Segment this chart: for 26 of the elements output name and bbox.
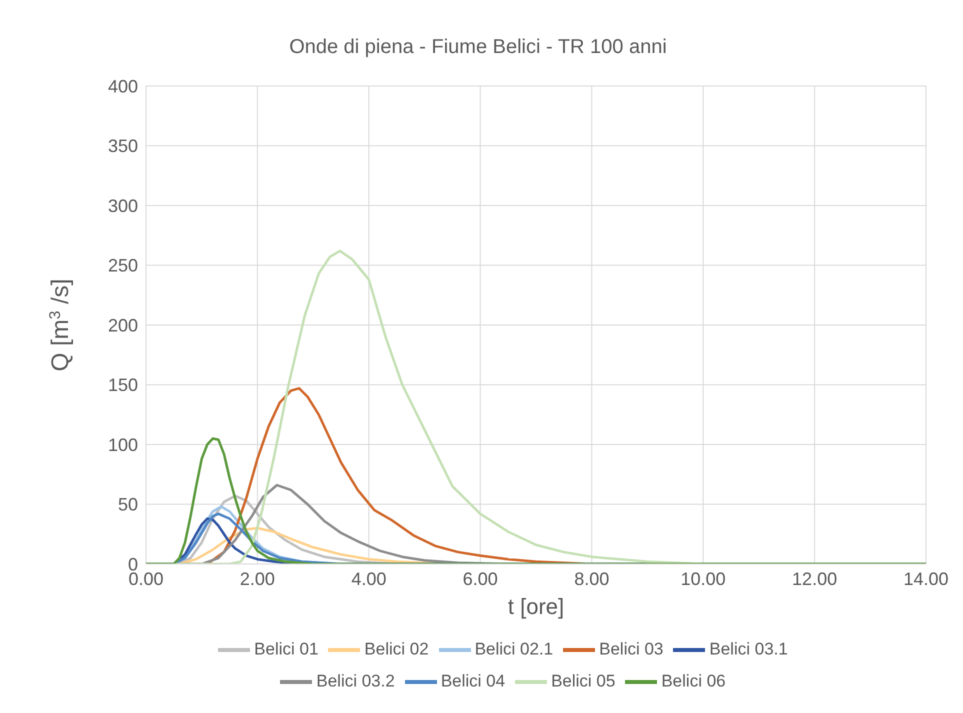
x-tick-label: 6.00 bbox=[462, 568, 498, 589]
legend-label: Belici 04 bbox=[440, 671, 506, 690]
y-tick-label: 300 bbox=[108, 196, 138, 216]
legend-label: Belici 06 bbox=[661, 671, 726, 690]
y-tick-label: 350 bbox=[108, 136, 138, 156]
x-tick-label: 10.00 bbox=[680, 568, 726, 589]
legend-label: Belici 03 bbox=[599, 639, 664, 658]
legend-label: Belici 05 bbox=[551, 671, 616, 690]
x-axis-title: t [ore] bbox=[508, 594, 564, 619]
y-tick-label: 400 bbox=[108, 76, 138, 96]
y-tick-label: 100 bbox=[108, 434, 138, 455]
y-tick-label: 200 bbox=[108, 315, 138, 336]
legend-label: Belici 02 bbox=[364, 639, 429, 658]
x-tick-label: 2.00 bbox=[240, 568, 275, 589]
y-tick-label: 250 bbox=[108, 256, 138, 276]
y-tick-label: 50 bbox=[118, 494, 138, 515]
x-tick-label: 8.00 bbox=[574, 568, 610, 589]
legend-label: Belici 03.2 bbox=[316, 671, 395, 690]
y-tick-label: 150 bbox=[108, 375, 138, 396]
legend-label: Belici 02.1 bbox=[474, 639, 554, 658]
x-tick-label: 14.00 bbox=[903, 568, 949, 589]
chart-title: Onde di piena - Fiume Belici - TR 100 anni bbox=[288, 36, 668, 59]
legend-label: Belici 01 bbox=[254, 639, 318, 658]
legend-label: Belici 03.1 bbox=[709, 639, 788, 658]
x-tick-label: 12.00 bbox=[792, 568, 838, 589]
x-tick-label: 4.00 bbox=[351, 568, 386, 589]
